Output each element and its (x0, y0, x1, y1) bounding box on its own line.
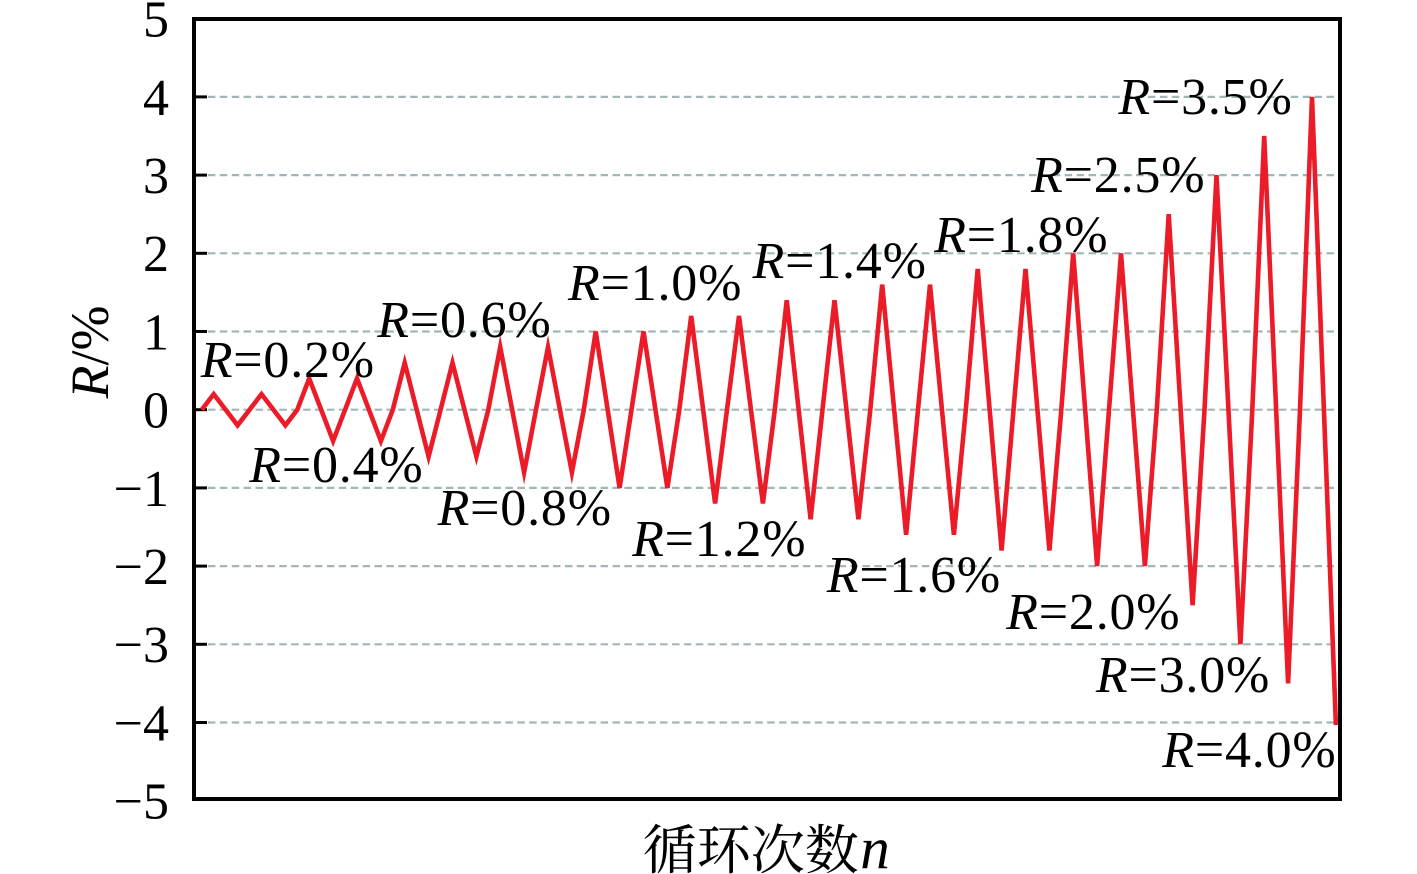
svg-text:R=1.6%: R=1.6% (826, 547, 1001, 604)
svg-text:−3: −3 (114, 617, 169, 674)
svg-text:R=0.8%: R=0.8% (437, 480, 612, 537)
svg-text:R=2.5%: R=2.5% (1030, 147, 1205, 204)
svg-text:2: 2 (143, 226, 169, 283)
svg-text:R=1.2%: R=1.2% (631, 511, 806, 568)
svg-text:n: n (860, 815, 890, 874)
svg-text:−4: −4 (114, 695, 169, 752)
svg-text:−2: −2 (114, 539, 169, 596)
svg-text:5: 5 (143, 0, 169, 49)
svg-text:R=4.0%: R=4.0% (1161, 722, 1336, 779)
svg-text:R/%: R/% (60, 306, 120, 400)
svg-text:R=0.2%: R=0.2% (200, 332, 375, 389)
svg-text:R=2.0%: R=2.0% (1005, 584, 1180, 641)
svg-text:R=1.8%: R=1.8% (933, 207, 1108, 264)
svg-text:R=3.0%: R=3.0% (1095, 647, 1270, 704)
svg-text:1: 1 (143, 304, 169, 361)
svg-text:R=0.4%: R=0.4% (248, 437, 423, 494)
svg-text:4: 4 (143, 70, 169, 127)
svg-text:R=0.6%: R=0.6% (376, 292, 551, 349)
svg-text:3: 3 (143, 148, 169, 205)
svg-text:−5: −5 (114, 774, 169, 831)
svg-text:R=3.5%: R=3.5% (1117, 69, 1292, 126)
svg-text:R=1.4%: R=1.4% (752, 233, 927, 290)
svg-text:R=1.0%: R=1.0% (567, 255, 742, 312)
svg-text:0: 0 (143, 383, 169, 440)
svg-text:−1: −1 (114, 461, 169, 518)
